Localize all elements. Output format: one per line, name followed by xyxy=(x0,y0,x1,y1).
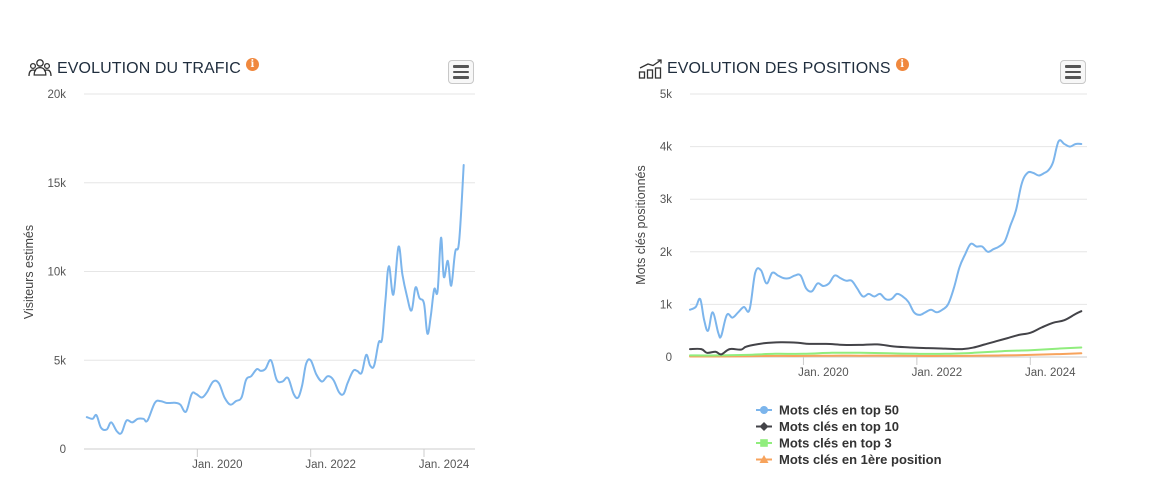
positions-panel-title: EVOLUTION DES POSITIONS xyxy=(667,60,891,77)
y-tick-label: 3k xyxy=(660,194,672,206)
y-tick-label: 5k xyxy=(660,89,672,101)
positions-series-line-2 xyxy=(689,346,1083,357)
x-tick-label: Jan. 2024 xyxy=(1025,367,1076,379)
traffic-panel: EVOLUTION DU TRAFIC i 0 5k 10k 15k 20k Jan. 2… xyxy=(0,0,560,494)
hamburger-line xyxy=(453,65,469,68)
x-tick-label: Jan. 2022 xyxy=(305,459,356,471)
users-icon xyxy=(28,58,52,80)
y-axis-title: Mots clés positionnés xyxy=(634,165,648,285)
hamburger-line xyxy=(453,76,469,79)
legend-label: Mots clés en top 3 xyxy=(779,436,892,451)
hamburger-line xyxy=(1065,70,1081,74)
info-icon[interactable]: i xyxy=(245,57,259,71)
bar-chart-growth-icon xyxy=(638,58,662,80)
legend-item[interactable]: Mots clés en top 3 xyxy=(756,436,892,451)
x-tick-label: Jan. 2020 xyxy=(798,367,849,379)
chart-menu-button[interactable] xyxy=(448,60,474,84)
positions-series-line-3 xyxy=(689,352,1083,358)
hamburger-line xyxy=(453,70,469,74)
positions-panel-header: EVOLUTION DES POSITIONS i xyxy=(638,57,909,80)
positions-chart: 0 1k 2k 3k 4k 5k Jan. 2020 Jan. 2022 Jan. 2024 Mo… xyxy=(634,89,1087,467)
legend-item[interactable]: Mots clés en top 10 xyxy=(756,419,899,434)
x-tick-label: Jan. 2024 xyxy=(419,459,470,471)
legend-marker-triangle xyxy=(759,455,769,463)
hamburger-line xyxy=(1065,65,1081,68)
traffic-chart: 0 5k 10k 15k 20k Jan. 2020 Jan. 2022 Jan. 2024 V… xyxy=(22,89,475,471)
positions-series-line-0 xyxy=(689,139,1083,339)
positions-series-line-1 xyxy=(689,310,1083,356)
y-axis-title: Visiteurs estimés xyxy=(22,225,36,319)
x-tick-label: Jan. 2022 xyxy=(912,367,963,379)
y-tick-label: 2k xyxy=(660,247,672,259)
y-tick-label: 0 xyxy=(666,352,672,364)
legend-item[interactable]: Mots clés en 1ère position xyxy=(756,452,942,467)
legend-label: Mots clés en top 10 xyxy=(779,419,899,434)
legend-label: Mots clés en 1ère position xyxy=(779,452,942,467)
y-tick-label: 20k xyxy=(47,89,66,101)
y-tick-label: 0 xyxy=(60,444,66,456)
info-icon[interactable]: i xyxy=(895,57,909,71)
y-tick-label: 1k xyxy=(660,299,672,311)
y-tick-label: 15k xyxy=(47,178,66,190)
traffic-panel-header: EVOLUTION DU TRAFIC i xyxy=(28,57,259,80)
legend-item[interactable]: Mots clés en top 50 xyxy=(756,403,899,418)
x-tick-label: Jan. 2020 xyxy=(192,459,243,471)
legend-marker-diamond xyxy=(759,422,769,431)
traffic-series-line-0 xyxy=(85,164,465,435)
y-tick-label: 5k xyxy=(54,355,66,367)
legend-marker-square xyxy=(760,439,768,447)
legend-marker-circle xyxy=(760,406,768,414)
legend-label: Mots clés en top 50 xyxy=(779,403,899,418)
hamburger-line xyxy=(1065,76,1081,79)
positions-panel: EVOLUTION DES POSITIONS i 0 1k 2k 3k 4k 5k Jan… xyxy=(610,0,1150,494)
chart-menu-button[interactable] xyxy=(1060,60,1086,84)
y-tick-label: 4k xyxy=(660,142,672,154)
y-tick-label: 10k xyxy=(47,267,66,279)
traffic-panel-title: EVOLUTION DU TRAFIC xyxy=(57,60,241,77)
